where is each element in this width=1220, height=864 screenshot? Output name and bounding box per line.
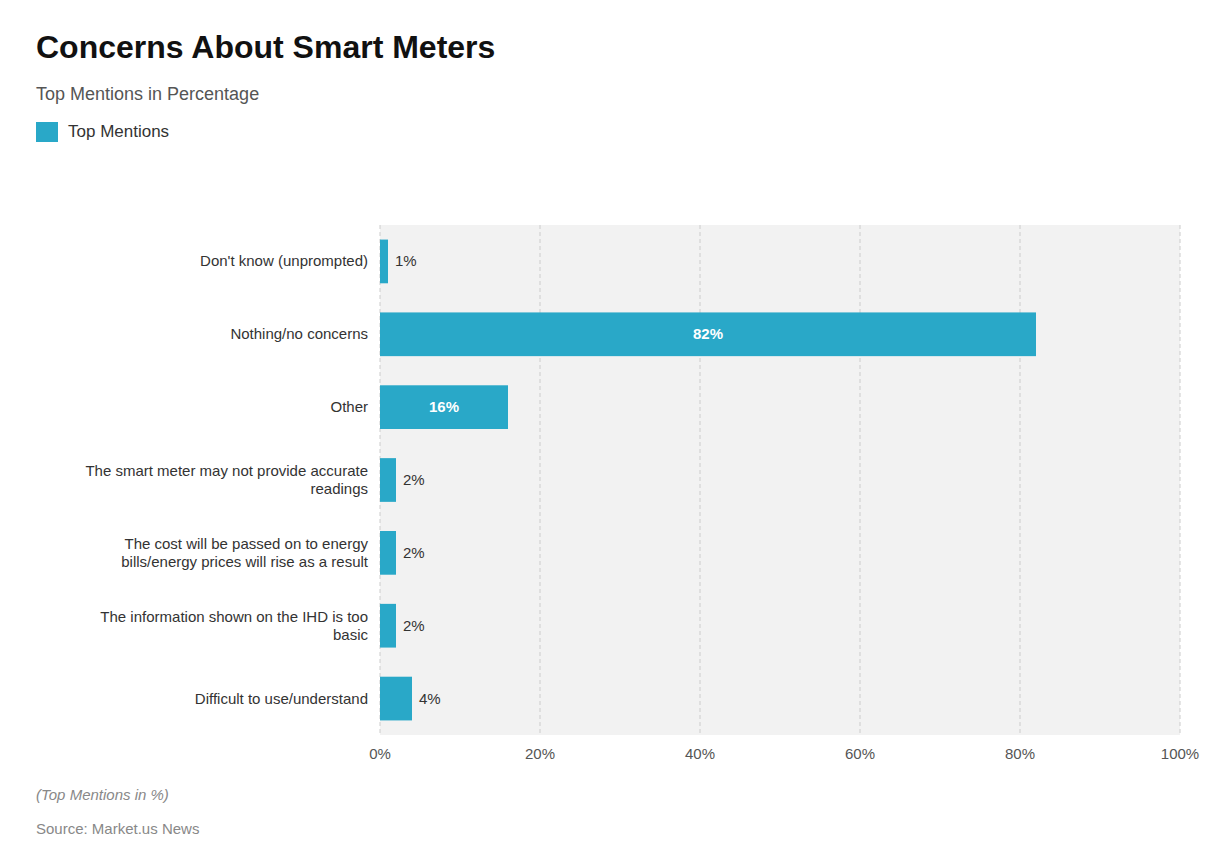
data-label: 2% [403, 544, 425, 561]
category-label: Other [330, 398, 368, 415]
category-line: The cost will be passed on to energy [125, 535, 369, 552]
category-line: Difficult to use/understand [195, 690, 368, 707]
bar [380, 604, 396, 648]
grid-line [700, 225, 701, 735]
bars [380, 240, 1036, 721]
category-label: The cost will be passed on to energybill… [121, 535, 369, 570]
category-line: The information shown on the IHD is too [100, 608, 368, 625]
category-line: Don't know (unprompted) [200, 252, 368, 269]
category-line: Other [330, 398, 368, 415]
footnote: (Top Mentions in %) [36, 786, 169, 803]
grid-line [1020, 225, 1021, 735]
data-labels: 1% 82% 16% 2% 2% 2% 4% [395, 252, 723, 706]
bar [380, 677, 412, 721]
data-label: 2% [403, 617, 425, 634]
grid-line [1180, 225, 1181, 735]
legend: Top Mentions [36, 122, 169, 142]
category-label: Difficult to use/understand [195, 690, 368, 707]
data-label: 16% [429, 398, 459, 415]
grid-line [540, 225, 541, 735]
legend-label: Top Mentions [68, 122, 169, 141]
category-line: bills/energy prices will rise as a resul… [121, 553, 369, 570]
x-tick-label: 80% [1005, 745, 1035, 762]
bar [380, 385, 508, 429]
category-label: The information shown on the IHD is toob… [100, 608, 368, 643]
category-line: The smart meter may not provide accurate [85, 462, 368, 479]
bar [380, 240, 388, 284]
x-tick-label: 0% [369, 745, 391, 762]
subtitle: Top Mentions in Percentage [36, 84, 259, 104]
category-line: Nothing/no concerns [230, 325, 368, 342]
bar [380, 312, 1036, 356]
category-label: Nothing/no concerns [230, 325, 368, 342]
category-line: basic [333, 626, 369, 643]
data-label: 1% [395, 252, 417, 269]
x-tick-label: 20% [525, 745, 555, 762]
grid-line [860, 225, 861, 735]
category-label: The smart meter may not provide accurate… [85, 462, 368, 497]
title: Concerns About Smart Meters [36, 29, 495, 65]
y-axis: Don't know (unprompted) Nothing/no concer… [85, 252, 368, 706]
x-tick-label: 100% [1161, 745, 1199, 762]
plot-background [380, 225, 1180, 735]
category-label: Don't know (unprompted) [200, 252, 368, 269]
data-label: 2% [403, 471, 425, 488]
source: Source: Market.us News [36, 820, 199, 837]
data-label: 82% [693, 325, 723, 342]
bar [380, 458, 396, 502]
x-tick-label: 40% [685, 745, 715, 762]
chart: Concerns About Smart Meters Top Mentions … [0, 0, 1220, 864]
data-label: 4% [419, 690, 441, 707]
category-line: readings [310, 480, 368, 497]
grid [380, 225, 1180, 735]
bar [380, 531, 396, 575]
x-tick-label: 60% [845, 745, 875, 762]
legend-swatch [36, 122, 58, 142]
